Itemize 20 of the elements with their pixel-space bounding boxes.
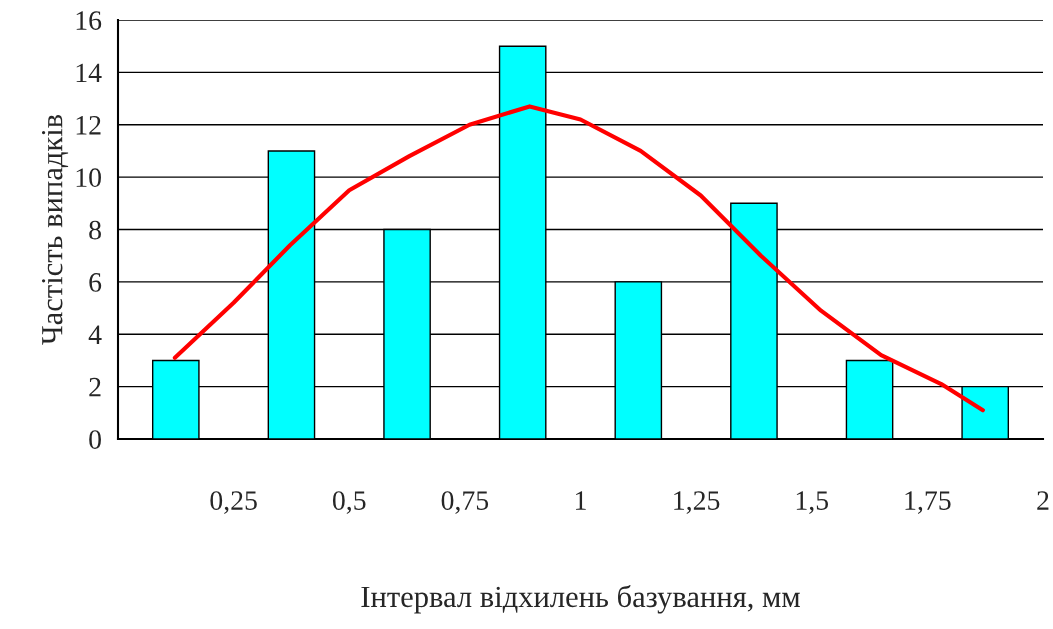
x-tick-label: 0,75 bbox=[441, 491, 489, 514]
x-tick-label: 2 bbox=[1037, 491, 1049, 510]
y-tick-label: 0 bbox=[89, 430, 101, 449]
x-tick-label: 1,25 bbox=[674, 491, 720, 514]
y-axis-title: Частість випадків bbox=[41, 114, 69, 345]
y-tick-label: 14 bbox=[76, 63, 102, 83]
y-tick-label: 6 bbox=[89, 273, 102, 292]
y-tick-label: 16 bbox=[76, 11, 102, 30]
y-tick-label: 4 bbox=[88, 325, 102, 344]
y-tick-label: 10 bbox=[76, 168, 101, 188]
x-axis-title: Інтервал відхилень базування, мм bbox=[361, 585, 800, 614]
x-tick-label: 1,75 bbox=[905, 491, 951, 514]
line-series bbox=[172, 104, 985, 413]
x-tick-label: 1,5 bbox=[796, 491, 829, 514]
x-tick-label: 0,5 bbox=[332, 491, 366, 514]
y-tick-label: 12 bbox=[76, 115, 101, 135]
x-tick-label: 0,25 bbox=[210, 491, 257, 514]
x-tick-label: 1 bbox=[576, 491, 586, 510]
y-tick-label: 8 bbox=[89, 220, 101, 240]
y-tick-label: 2 bbox=[89, 377, 101, 397]
